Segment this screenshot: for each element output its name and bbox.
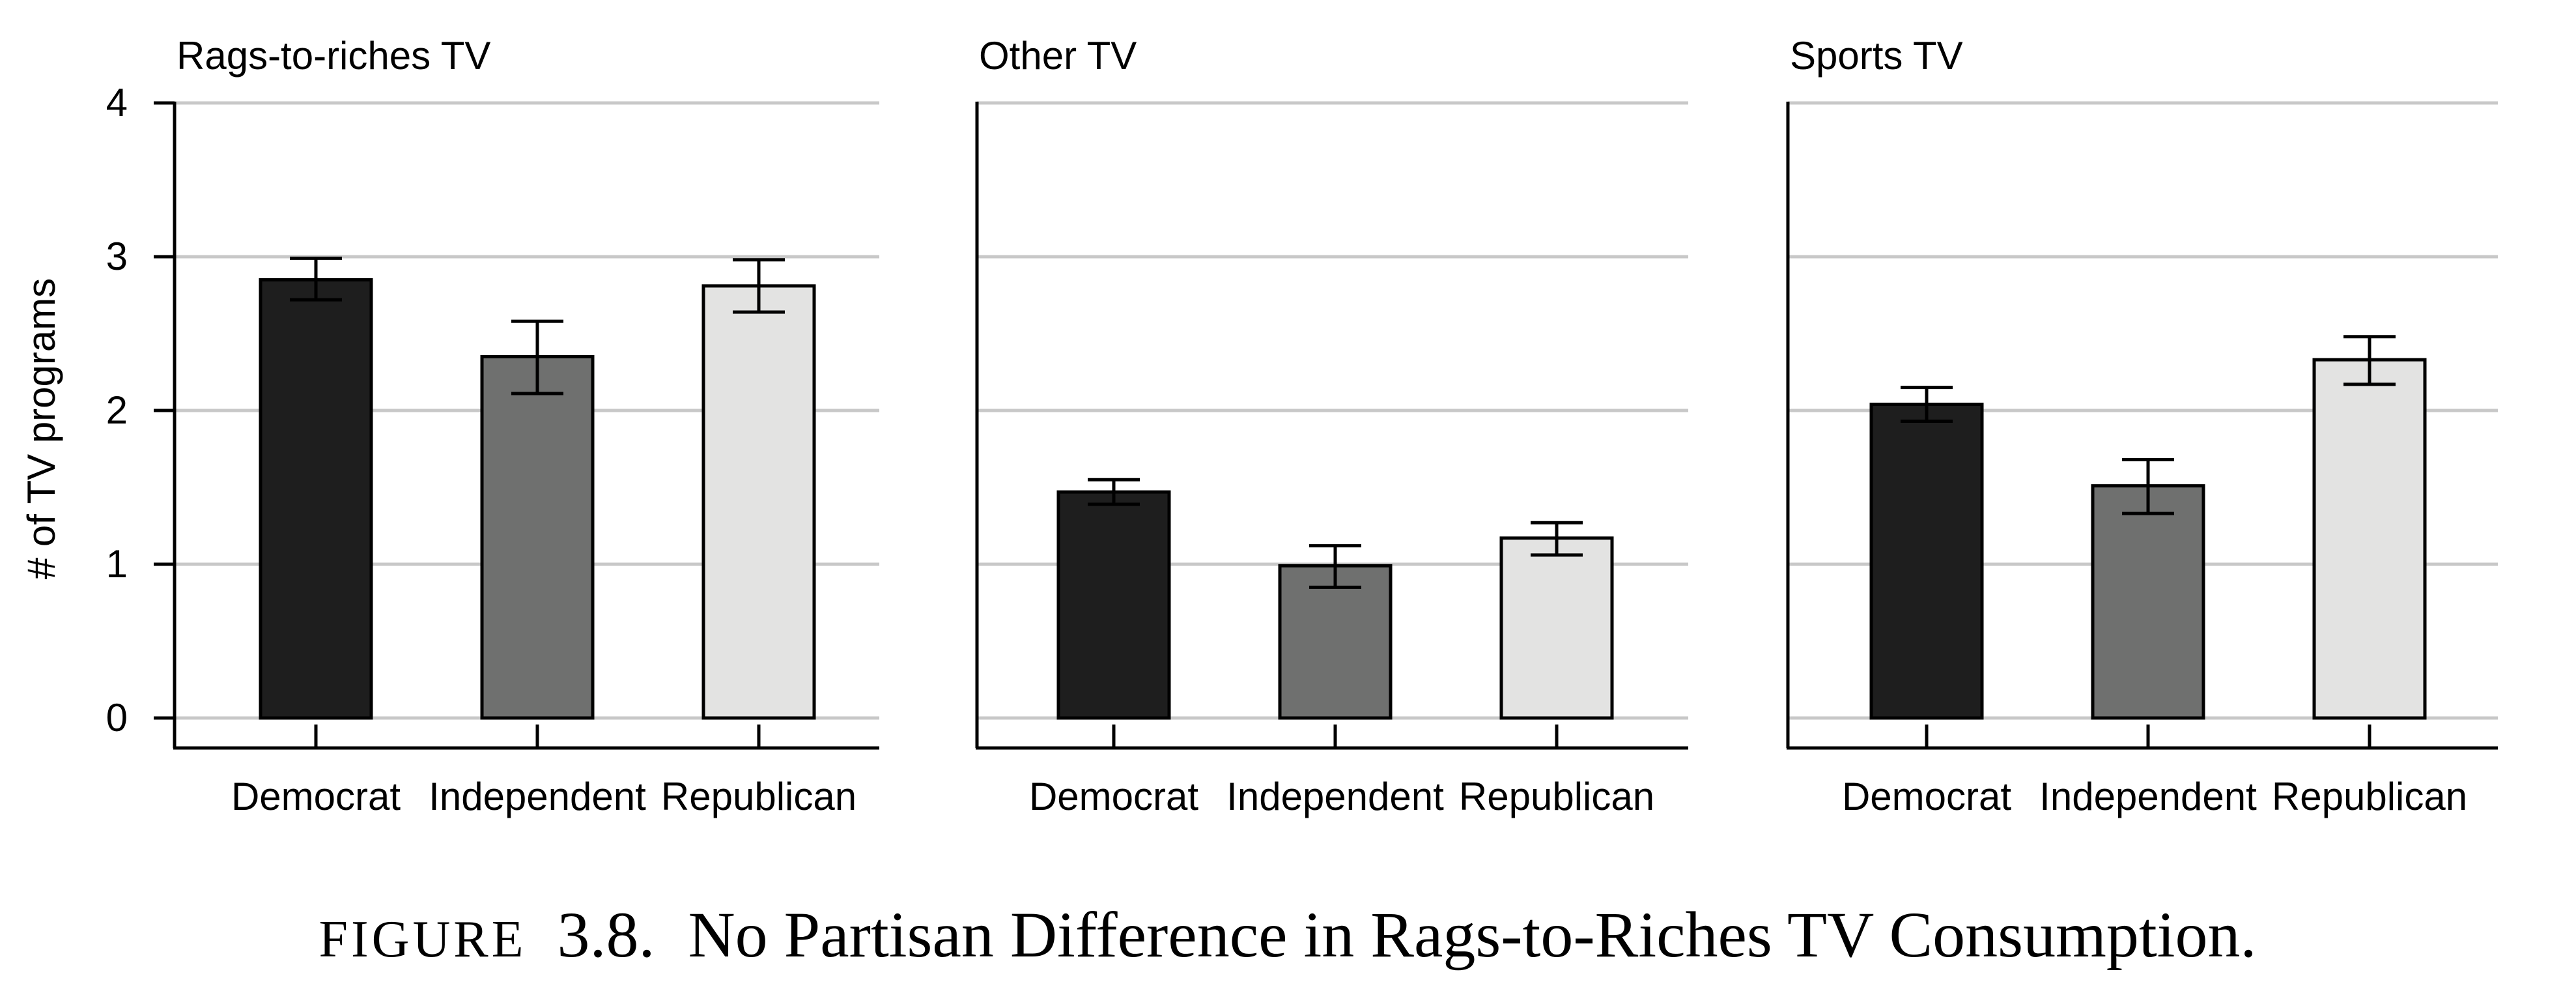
caption-label: FIGURE xyxy=(319,911,527,968)
y-tick-label: 4 xyxy=(106,81,128,124)
x-tick-label: Independent xyxy=(1226,775,1444,818)
panel-title: Sports TV xyxy=(1790,34,1963,78)
panel-1: 0 1 2 3 4 Rags-to-riches TV Democrat Independen… xyxy=(106,34,879,818)
x-tick-label: Democrat xyxy=(1842,775,2011,818)
x-tick-label: Independent xyxy=(429,775,646,818)
bar-independent xyxy=(480,354,595,720)
y-tick-label: 2 xyxy=(106,388,128,432)
bar-republican xyxy=(2312,358,2427,720)
x-tick-label: Independent xyxy=(2039,775,2257,818)
x-tick-label: Democrat xyxy=(231,775,401,818)
bar-republican xyxy=(1499,536,1614,720)
y-axis-label: # of TV programs xyxy=(20,278,63,579)
x-tick-label: Republican xyxy=(2272,775,2467,818)
x-tick-label: Republican xyxy=(1459,775,1654,818)
x-tick-label: Republican xyxy=(661,775,856,818)
y-tick-label: 0 xyxy=(106,696,128,740)
caption-text: No Partisan Difference in Rags-to-Riches… xyxy=(688,898,2256,971)
y-tick-label: 3 xyxy=(106,235,128,278)
bar-republican xyxy=(701,284,816,720)
panel-2: Other TV Democrat Independent Republican xyxy=(975,34,1688,818)
panel-3: Sports TV Democrat Independent Republican xyxy=(1786,34,2498,818)
bar-independent xyxy=(2091,484,2205,720)
bar-democrat xyxy=(259,278,373,720)
figure-caption: FIGURE 3.8. No Partisan Difference in Ra… xyxy=(319,898,2257,971)
chart-panels: 0 1 2 3 4 Rags-to-riches TV Democrat Independen… xyxy=(106,34,2498,818)
bar-democrat xyxy=(1056,490,1171,720)
y-tick-label: 1 xyxy=(106,542,128,586)
panel-title: Other TV xyxy=(979,34,1137,78)
x-tick-label: Democrat xyxy=(1029,775,1198,818)
panel-title: Rags-to-riches TV xyxy=(177,34,490,78)
bar-democrat xyxy=(1869,403,1984,720)
caption-number: 3.8. xyxy=(557,898,655,971)
